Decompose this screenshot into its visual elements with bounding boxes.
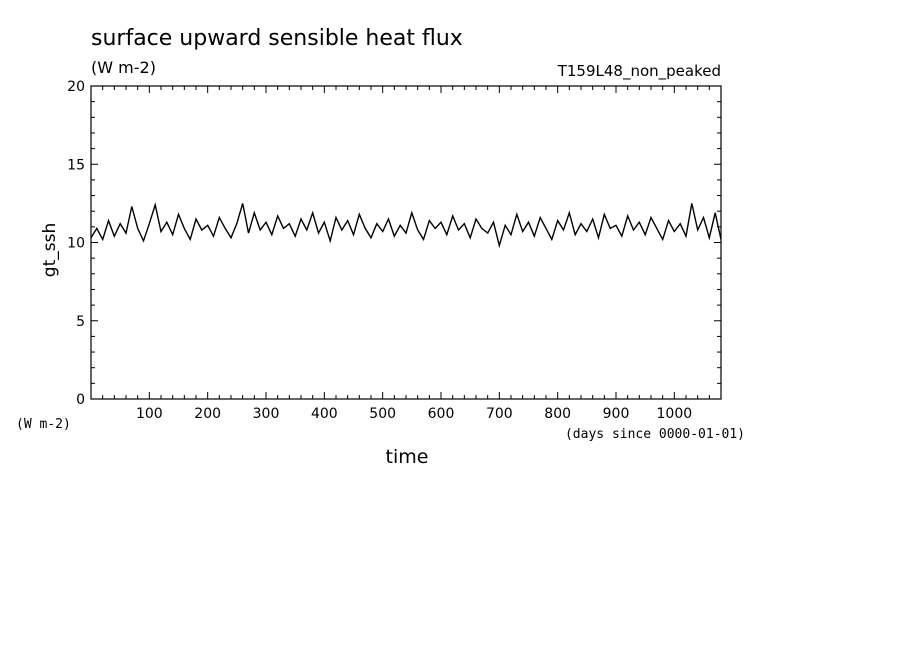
x-tick-label: 400	[311, 406, 338, 422]
y-axis-units: (W m-2)	[16, 417, 71, 432]
run-label: T159L48_non_peaked	[557, 62, 721, 81]
y-axis-label: gt_ssh	[40, 223, 60, 277]
x-tick-label: 900	[603, 406, 630, 422]
x-tick-label: 500	[369, 406, 396, 422]
y-tick-label: 5	[76, 314, 85, 330]
x-tick-label: 800	[544, 406, 571, 422]
x-axis-label: time	[386, 446, 429, 468]
series-line	[90, 202, 722, 249]
y-axis-ticks: 0 5 10 15 20	[67, 79, 721, 408]
chart-title: surface upward sensible heat flux	[91, 26, 463, 51]
y-tick-label: 20	[67, 79, 85, 95]
x-tick-label: 200	[194, 406, 221, 422]
x-tick-label: 600	[428, 406, 455, 422]
x-tick-label: 300	[253, 406, 280, 422]
plot-frame	[90, 85, 722, 400]
y-tick-label: 0	[76, 392, 85, 408]
y-tick-label: 10	[67, 236, 85, 252]
x-tick-label: 1000	[657, 406, 693, 422]
x-axis-ticks: 100 200 300 400 500 600 700 800 900 1000	[102, 86, 710, 422]
x-tick-label: 700	[486, 406, 513, 422]
chart-subtitle: (W m-2)	[91, 58, 156, 77]
x-axis-units: (days since 0000-01-01)	[565, 427, 745, 442]
y-tick-label: 15	[67, 157, 85, 173]
x-tick-label: 100	[136, 406, 163, 422]
